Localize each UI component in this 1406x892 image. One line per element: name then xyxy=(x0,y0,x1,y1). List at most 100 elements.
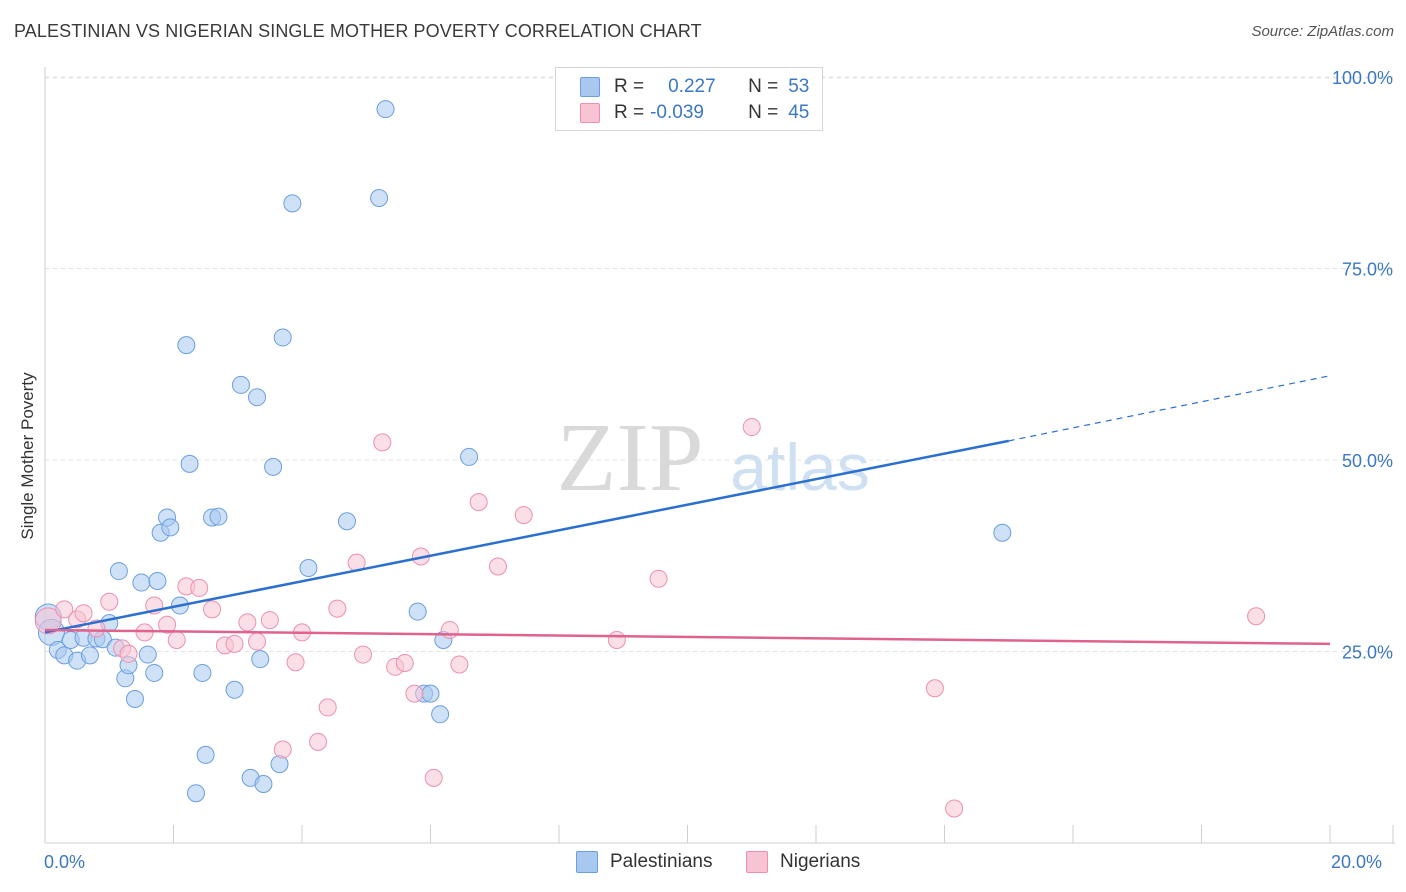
data-point-nigerians xyxy=(119,644,138,663)
legend-swatch xyxy=(746,851,768,873)
data-point-nigerians xyxy=(925,679,944,698)
data-point-nigerians xyxy=(450,655,469,674)
legend-n-label: N = xyxy=(748,76,779,97)
data-point-palestinians xyxy=(283,194,302,213)
data-point-nigerians xyxy=(328,599,347,618)
data-point-palestinians xyxy=(248,388,267,407)
legend-n-label: N = xyxy=(748,102,779,123)
data-point-nigerians xyxy=(440,621,459,640)
data-point-nigerians xyxy=(167,631,186,650)
legend-swatch-nigerians xyxy=(580,103,600,123)
data-point-palestinians xyxy=(460,447,479,466)
data-point-palestinians xyxy=(180,454,199,473)
data-point-nigerians xyxy=(1247,607,1266,626)
data-point-nigerians xyxy=(373,433,392,452)
data-point-palestinians xyxy=(251,650,270,669)
trend-lines xyxy=(44,375,1331,646)
axes xyxy=(44,67,1395,844)
data-point-nigerians xyxy=(945,799,964,818)
legend-label: Nigerians xyxy=(780,851,861,872)
data-point-nigerians xyxy=(354,645,373,664)
data-point-nigerians xyxy=(395,653,414,672)
data-point-palestinians xyxy=(177,336,196,355)
y-tick-label: 100.0% xyxy=(1332,68,1393,88)
grid xyxy=(45,76,1395,652)
source-label: Source: ZipAtlas.com xyxy=(1251,23,1394,40)
data-point-palestinians xyxy=(109,562,128,581)
data-point-palestinians xyxy=(993,523,1012,542)
legend-swatch xyxy=(576,851,598,873)
x-tick-label-min: 0.0% xyxy=(44,852,86,872)
data-point-palestinians xyxy=(408,602,427,621)
legend-r-label: R = xyxy=(614,76,645,97)
data-point-nigerians xyxy=(514,506,533,525)
data-point-nigerians xyxy=(607,631,626,650)
y-axis-label: Single Mother Poverty xyxy=(18,372,37,540)
data-point-palestinians xyxy=(254,775,273,794)
data-point-nigerians xyxy=(248,632,267,651)
trend-line-extension xyxy=(1008,375,1331,442)
data-point-palestinians xyxy=(196,745,215,764)
data-point-nigerians xyxy=(488,557,507,576)
data-point-nigerians xyxy=(742,418,761,437)
data-point-nigerians xyxy=(649,569,668,588)
data-point-nigerians xyxy=(318,698,337,717)
legend-row-palestinians: R = 0.227 N = 53 xyxy=(580,75,809,99)
chart-title: PALESTINIAN VS NIGERIAN SINGLE MOTHER PO… xyxy=(14,21,702,41)
y-tick-labels: 25.0% 50.0% 75.0% 100.0% xyxy=(1332,68,1393,663)
data-point-nigerians xyxy=(87,619,106,638)
data-point-palestinians xyxy=(145,663,164,682)
data-point-palestinians xyxy=(161,518,180,537)
data-point-nigerians xyxy=(74,604,93,623)
data-point-palestinians xyxy=(193,663,212,682)
legend-item-palestinians: Palestinians xyxy=(576,851,712,873)
data-point-palestinians xyxy=(231,375,250,394)
data-point-nigerians xyxy=(55,600,74,619)
data-point-nigerians xyxy=(34,607,62,635)
data-point-palestinians xyxy=(209,507,228,526)
y-tick-label: 75.0% xyxy=(1342,260,1393,280)
data-point-nigerians xyxy=(424,768,443,787)
y-tick-label: 25.0% xyxy=(1342,643,1393,663)
data-point-nigerians xyxy=(203,600,222,619)
data-point-nigerians xyxy=(158,615,177,634)
data-point-palestinians xyxy=(337,512,356,531)
data-point-nigerians xyxy=(405,684,424,703)
data-point-palestinians xyxy=(370,189,389,208)
data-point-nigerians xyxy=(273,740,292,759)
legend-swatch-palestinians xyxy=(580,77,600,97)
legend-r-value: -0.039 xyxy=(650,102,704,123)
data-point-palestinians xyxy=(186,784,205,803)
data-point-nigerians xyxy=(469,493,488,512)
data-point-palestinians xyxy=(299,559,318,578)
data-point-nigerians xyxy=(238,613,257,632)
data-point-palestinians xyxy=(264,457,283,476)
legend-item-nigerians: Nigerians xyxy=(746,851,860,873)
data-point-palestinians xyxy=(270,755,289,774)
legend-n-value: 53 xyxy=(788,76,810,97)
data-point-palestinians xyxy=(273,328,292,347)
data-point-nigerians xyxy=(225,634,244,653)
legend-r-label: R = xyxy=(614,102,645,123)
data-point-nigerians xyxy=(260,611,279,630)
y-tick-label: 50.0% xyxy=(1342,451,1393,471)
data-point-palestinians xyxy=(421,684,440,703)
trend-line-palestinians xyxy=(44,439,1009,634)
legend-row-nigerians: R = -0.039 N = 45 xyxy=(580,101,809,125)
legend-n-value: 45 xyxy=(788,102,810,123)
legend-label: Palestinians xyxy=(610,851,713,872)
data-point-nigerians xyxy=(286,653,305,672)
watermark-zip: ZIP xyxy=(557,404,704,512)
data-point-palestinians xyxy=(376,100,395,119)
data-point-palestinians xyxy=(148,572,167,591)
data-point-palestinians xyxy=(431,705,450,724)
legend-r-value: 0.227 xyxy=(668,76,716,97)
x-tick-label-max: 20.0% xyxy=(1331,852,1383,872)
data-point-palestinians xyxy=(80,646,99,665)
data-point-nigerians xyxy=(190,578,209,597)
data-point-palestinians xyxy=(132,573,151,592)
stats-legend: R = 0.227 N = 53 R = -0.039 N = 45 xyxy=(555,67,823,131)
data-point-palestinians xyxy=(125,689,144,708)
data-point-nigerians xyxy=(100,592,119,611)
